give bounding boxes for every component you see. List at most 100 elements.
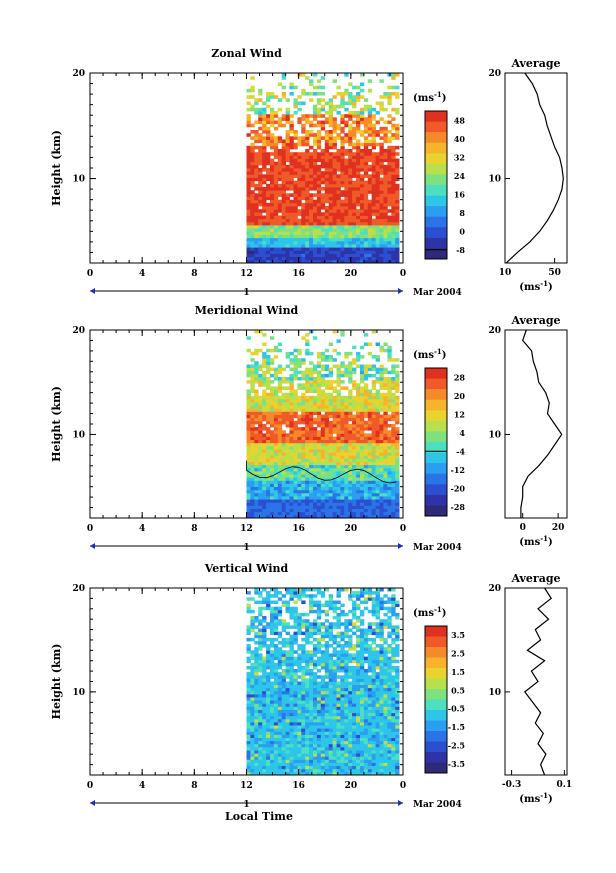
heatmap-cell (348, 95, 353, 99)
heatmap-cell (332, 180, 337, 185)
heatmap-cell (262, 715, 267, 720)
heatmap-cell (301, 669, 306, 673)
heatmap-cell (340, 449, 345, 453)
heatmap-cell (313, 244, 318, 248)
heatmap-cell (258, 759, 263, 763)
heatmap-cell (301, 514, 306, 519)
heatmap-cell (285, 740, 290, 745)
heatmap-cell (352, 244, 357, 248)
heatmap-cell (375, 405, 380, 409)
heatmap-cell (270, 687, 275, 692)
heatmap-cell (293, 158, 298, 163)
heatmap-cell (277, 681, 283, 685)
heatmap-cell (258, 247, 263, 251)
heatmap-cell (313, 687, 318, 692)
heatmap-cell (375, 452, 380, 456)
heatmap-cell (266, 436, 271, 440)
heatmap-cell (273, 656, 279, 661)
heatmap-cell (270, 502, 275, 506)
heatmap-cell (395, 467, 400, 472)
heatmap-cell (273, 759, 279, 763)
heatmap-cell (309, 445, 314, 450)
heatmap-cell (273, 637, 279, 642)
heatmap-cell (352, 380, 357, 384)
heatmap-cell (293, 467, 298, 472)
heatmap-cell (289, 616, 294, 620)
heatmap-cell (360, 345, 365, 350)
heatmap-cell (367, 417, 373, 422)
heatmap-cell (277, 722, 283, 726)
heatmap-cell (289, 358, 294, 362)
heatmap-cell (309, 199, 314, 204)
heatmap-cell (270, 111, 275, 115)
heatmap-cell (266, 370, 271, 375)
heatmap-cell (316, 718, 322, 723)
heatmap-cell (316, 734, 322, 738)
heatmap-cell (301, 180, 306, 185)
heatmap-cell (360, 183, 365, 188)
heatmap-cell (309, 120, 314, 125)
heatmap-cell (375, 414, 380, 419)
heatmap-cell (383, 152, 388, 156)
heatmap-cell (371, 247, 376, 251)
heatmap-cell (293, 499, 298, 503)
heatmap-cell (379, 221, 384, 226)
heatmap-cell (262, 123, 267, 128)
heatmap-cell (379, 492, 384, 497)
heatmap-cell (336, 395, 341, 400)
heatmap-cell (336, 411, 341, 415)
heatmap-cell (305, 445, 310, 450)
heatmap-cell (289, 445, 294, 450)
heatmap-cell (356, 474, 361, 478)
heatmap-cell (273, 750, 279, 754)
heatmap-cell (391, 187, 396, 191)
heatmap-cell (324, 414, 330, 419)
heatmap-cell (340, 171, 345, 175)
heatmap-cell (316, 133, 322, 137)
heatmap-cell (375, 215, 380, 220)
heatmap-cell (262, 449, 267, 453)
heatmap-cell (332, 202, 337, 207)
heatmap-cell (258, 237, 263, 242)
heatmap-cell (340, 209, 345, 213)
heatmap-cell (309, 653, 314, 657)
heatmap-cell (293, 709, 298, 714)
heatmap-cell (305, 405, 310, 409)
heatmap-cell (383, 370, 388, 375)
heatmap-cell (316, 187, 322, 191)
heatmap-cell (246, 703, 251, 707)
heatmap-cell (352, 190, 357, 194)
heatmap-cell (293, 718, 298, 723)
heatmap-cell (250, 747, 255, 751)
heatmap-cell (246, 690, 251, 695)
heatmap-cell (285, 718, 290, 723)
heatmap-cell (352, 104, 357, 109)
heatmap-cell (266, 439, 271, 444)
heatmap-cell (313, 398, 318, 403)
heatmap-cell (360, 511, 365, 516)
heatmap-cell (285, 256, 290, 261)
heatmap-cell (285, 464, 290, 469)
heatmap-cell (356, 149, 361, 153)
heatmap-cell (356, 486, 361, 491)
heatmap-cell (348, 240, 353, 245)
heatmap-cell (266, 183, 271, 188)
heatmap-cell (356, 386, 361, 390)
heatmap-cell (360, 508, 365, 513)
heatmap-cell (324, 225, 330, 229)
heatmap-cell (254, 771, 259, 776)
heatmap-cell (301, 187, 306, 191)
heatmap-cell (301, 445, 306, 450)
heatmap-cell (289, 486, 294, 491)
heatmap-cell (395, 402, 400, 406)
heatmap-cell (371, 411, 376, 415)
heatmap-cell (336, 199, 341, 204)
heatmap-cell (371, 136, 376, 140)
heatmap-cell (371, 187, 376, 191)
heatmap-cell (258, 190, 263, 194)
heatmap-cell (246, 514, 251, 519)
heatmap-cell (254, 389, 259, 393)
heatmap-cell (363, 161, 369, 166)
colorbar-swatch (425, 473, 447, 485)
heatmap-cell (324, 174, 330, 178)
